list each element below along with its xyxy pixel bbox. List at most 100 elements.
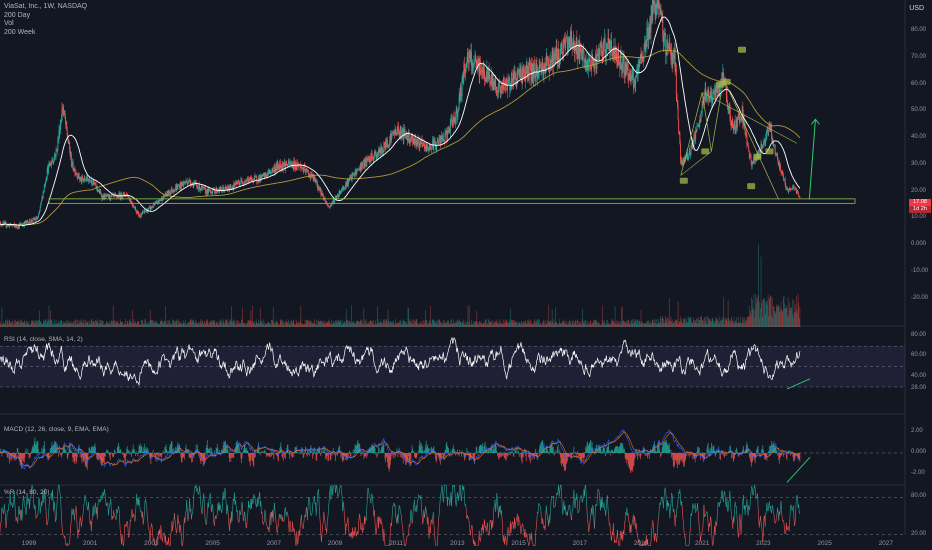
macd-histogram-bar xyxy=(100,453,102,466)
volume-bar xyxy=(139,324,140,327)
macd-histogram-bar xyxy=(275,453,277,455)
candle-body xyxy=(590,67,592,70)
macd-histogram-bar xyxy=(503,451,505,453)
volume-bar xyxy=(93,321,95,327)
volume-bar xyxy=(468,323,469,327)
candle-body xyxy=(562,54,564,59)
macd-histogram-bar xyxy=(119,449,121,453)
candle-body xyxy=(269,169,271,174)
volume-bar xyxy=(461,322,463,327)
candle-body xyxy=(708,89,710,100)
candle-body xyxy=(728,104,730,109)
candle-body xyxy=(59,129,61,135)
volume-bar xyxy=(705,320,707,327)
candle-body xyxy=(213,189,215,194)
volume-bar xyxy=(304,320,306,327)
volume-bar xyxy=(326,322,328,327)
volume-bar xyxy=(277,322,279,327)
volume-bar xyxy=(53,324,55,327)
volume-bar xyxy=(756,303,757,327)
volume-bar xyxy=(69,323,71,327)
candle-body xyxy=(171,188,173,192)
volume-bar xyxy=(675,319,677,327)
candle-body xyxy=(696,126,698,132)
volume-bar xyxy=(144,323,145,327)
volume-bar xyxy=(438,320,439,327)
macd-histogram-bar xyxy=(389,453,391,465)
candle-body xyxy=(272,168,274,170)
candle-body xyxy=(480,72,482,73)
candle-body xyxy=(75,172,77,175)
volume-bar xyxy=(785,308,787,327)
projection-arrow xyxy=(808,119,816,200)
candle-body xyxy=(511,72,513,81)
macd-histogram-bar xyxy=(73,453,75,463)
candle-body xyxy=(763,141,765,146)
volume-bar xyxy=(731,321,733,327)
candle-body xyxy=(675,68,677,95)
volume-bar xyxy=(244,323,245,327)
volume-bar xyxy=(417,322,418,327)
volume-bar xyxy=(548,321,550,327)
volume-bar xyxy=(361,320,363,327)
volume-bar xyxy=(628,319,629,327)
candle-body xyxy=(473,61,475,66)
candle-body xyxy=(795,189,797,194)
candle-body xyxy=(538,75,540,77)
volume-bar xyxy=(507,321,509,327)
candle-body xyxy=(224,187,226,190)
volume-bar xyxy=(224,324,225,327)
candle-body xyxy=(243,182,245,184)
volume-bar xyxy=(686,317,688,327)
candle-body xyxy=(93,179,95,183)
pattern-point-marker xyxy=(765,148,774,155)
candle-body xyxy=(778,162,780,168)
candle-body xyxy=(688,149,690,156)
volume-bar xyxy=(578,324,579,327)
volume-bar xyxy=(395,322,397,327)
candle-body xyxy=(17,225,19,229)
macd-histogram-bar xyxy=(12,453,13,456)
macd-histogram-bar xyxy=(501,453,503,456)
volume-bar xyxy=(454,321,456,327)
candle-body xyxy=(90,179,92,183)
candle-body xyxy=(524,77,526,81)
volume-bar xyxy=(724,324,725,327)
volume-bar xyxy=(248,320,249,327)
candle-body xyxy=(265,172,267,175)
volume-bar xyxy=(593,319,594,327)
volume-bar xyxy=(721,320,723,327)
candle-body xyxy=(185,182,186,184)
volume-bar xyxy=(292,322,293,327)
candle-body xyxy=(594,66,595,69)
candle-body xyxy=(239,183,241,186)
macd-histogram-bar xyxy=(366,453,368,456)
volume-bar xyxy=(189,319,191,327)
macd-histogram-bar xyxy=(328,453,330,454)
volume-bar xyxy=(740,317,741,327)
macd-histogram-bar xyxy=(515,447,517,453)
candle-body xyxy=(510,88,512,90)
candle-body xyxy=(386,140,388,145)
candle-body xyxy=(599,45,601,55)
macd-histogram-bar xyxy=(498,453,500,459)
volume-bar xyxy=(661,317,663,327)
candle-body xyxy=(178,185,179,186)
candle-body xyxy=(421,139,422,141)
candle-body xyxy=(162,195,164,201)
candle-body xyxy=(201,186,203,189)
macd-histogram-bar xyxy=(108,451,109,453)
candle-body xyxy=(190,182,192,186)
candle-body xyxy=(117,195,119,198)
volume-bar xyxy=(232,322,233,327)
candle-body xyxy=(474,55,476,61)
candle-body xyxy=(258,176,260,182)
volume-bar xyxy=(473,320,475,327)
macd-histogram-bar xyxy=(319,453,321,455)
candle-body xyxy=(573,40,575,44)
volume-bar xyxy=(304,324,305,327)
candle-body xyxy=(602,54,604,56)
candle-body xyxy=(336,196,338,199)
candle-body xyxy=(446,132,448,140)
